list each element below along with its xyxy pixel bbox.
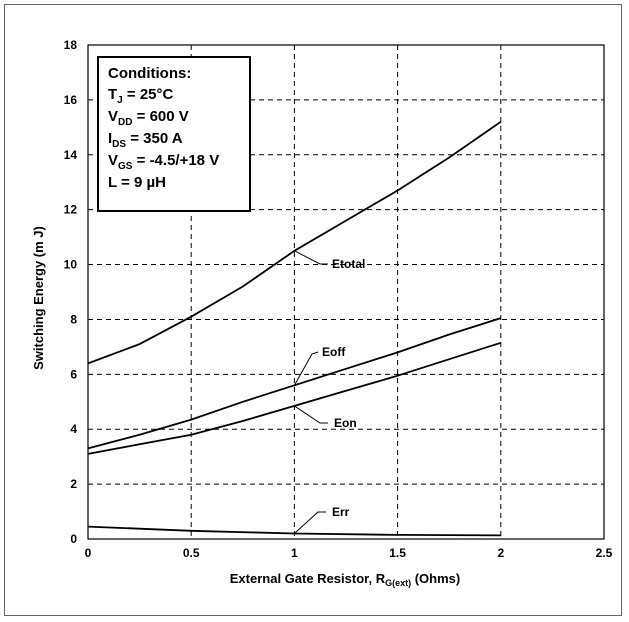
condition-vdd: VDD = 600 V — [108, 108, 189, 128]
condition-tj: TJ = 25°C — [108, 86, 174, 106]
annotation-label-etotal: Etotal — [332, 257, 365, 271]
x-axis-title-main: External Gate Resistor, R — [230, 571, 386, 586]
x-axis-title: External Gate Resistor, RG(ext) (Ohms) — [230, 571, 460, 588]
y-tick-label: 16 — [64, 93, 78, 107]
x-tick-label: 2 — [497, 546, 504, 560]
y-tick-label: 6 — [70, 367, 77, 381]
annotation-label-eon: Eon — [334, 416, 357, 430]
x-tick-label: 0.5 — [183, 546, 200, 560]
annotation-leader-etotal — [294, 250, 328, 265]
x-axis-title-suffix: (Ohms) — [411, 571, 460, 586]
condition-ids: IDS = 350 A — [108, 130, 183, 150]
y-tick-label: 18 — [64, 38, 78, 52]
conditions-title: Conditions: — [108, 65, 191, 82]
y-axis-title: Switching Energy (m J) — [31, 226, 46, 370]
annotations: Etotal Eoff Eon Err — [293, 250, 365, 534]
chart-frame — [4, 4, 622, 616]
annotation-label-eoff: Eoff — [322, 345, 346, 359]
x-tick-label: 0 — [85, 546, 92, 560]
y-tick-label: 2 — [70, 477, 77, 491]
annotation-leader-eoff — [293, 351, 319, 386]
x-tick-label: 1 — [291, 546, 298, 560]
conditions-box: Conditions: TJ = 25°C VDD = 600 V IDS = … — [97, 56, 251, 212]
y-tick-label: 10 — [64, 258, 78, 272]
y-tick-label: 12 — [64, 203, 78, 217]
y-tick-label: 4 — [70, 422, 77, 436]
tick-labels: 0 0.5 1 1.5 2 2.5 0 2 4 6 8 10 12 14 16 18 — [64, 38, 613, 560]
annotation-leader-eon — [294, 405, 328, 424]
x-axis-title-subscript: G(ext) — [385, 578, 411, 588]
plot-area — [87, 44, 605, 540]
x-tick-label: 1.5 — [389, 546, 406, 560]
condition-vgs: VGS = -4.5/+18 V — [108, 152, 219, 172]
y-tick-label: 0 — [70, 532, 77, 546]
annotation-label-err: Err — [332, 505, 350, 519]
y-tick-label: 14 — [64, 148, 78, 162]
x-tick-label: 2.5 — [596, 546, 613, 560]
annotation-leader-err — [294, 511, 326, 534]
y-tick-label: 8 — [70, 312, 77, 326]
condition-l: L = 9 µH — [108, 174, 166, 191]
